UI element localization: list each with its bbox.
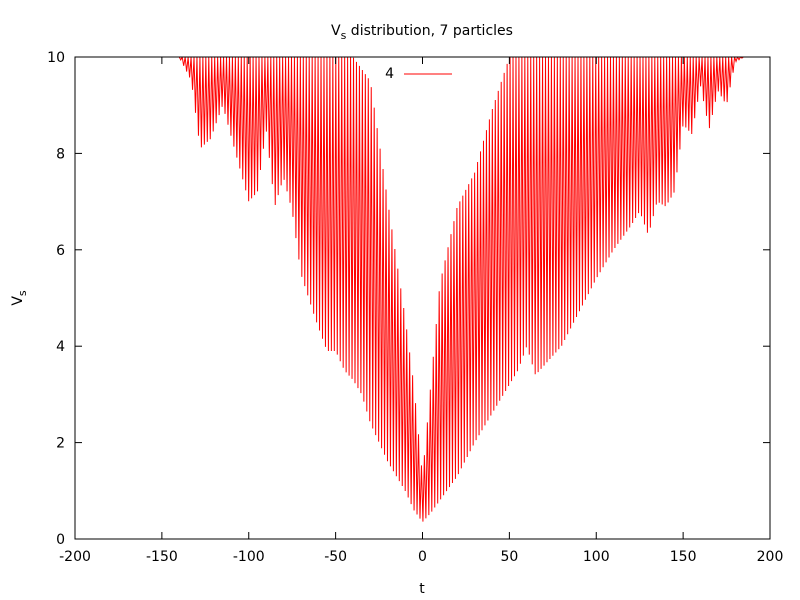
chart-title: Vs distribution, 7 particles: [331, 23, 513, 42]
x-tick-label: 200: [757, 549, 784, 565]
legend: 4: [385, 66, 452, 82]
title-rest: distribution, 7 particles: [346, 23, 513, 39]
x-axis-label: t: [419, 581, 425, 597]
series-line-4: [178, 57, 744, 522]
x-tick-label: 100: [583, 549, 610, 565]
ylabel-sub: s: [16, 290, 29, 296]
plot-frame: [74, 56, 771, 540]
ticks-layer: -200 -150 -100 -50 0 50 100 150 200 0 2 4 6 8 10: [47, 50, 783, 565]
legend-label: 4: [385, 66, 394, 82]
y-tick-label: 10: [47, 50, 65, 66]
x-tick-label: -150: [146, 549, 178, 565]
y-tick-label: 2: [56, 436, 65, 452]
y-tick-label: 6: [56, 243, 65, 259]
y-tick-label: 4: [56, 339, 65, 355]
y-axis-label: Vs: [10, 290, 29, 306]
title-sub: s: [341, 29, 347, 42]
x-tick-label: -50: [324, 549, 347, 565]
x-tick-label: 50: [500, 549, 518, 565]
ylabel-main: V: [10, 296, 26, 306]
series-layer: [178, 57, 744, 522]
x-tick-label: -100: [233, 549, 265, 565]
x-tick-label: -200: [59, 549, 91, 565]
x-tick-label: 0: [418, 549, 427, 565]
y-tick-label: 8: [56, 146, 65, 162]
y-tick-label: 0: [56, 532, 65, 548]
x-tick-label: 150: [670, 549, 697, 565]
title-main: V: [331, 23, 341, 39]
